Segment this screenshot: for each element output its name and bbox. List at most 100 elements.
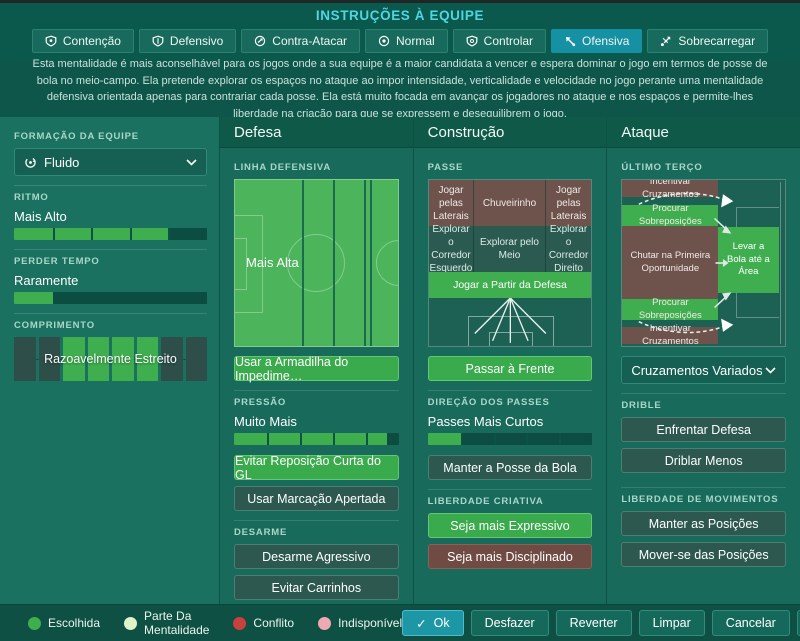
retain-possession-button[interactable]: Manter a Posse da Bola	[427, 455, 593, 480]
avoid-tackles-button[interactable]: Evitar Carrinhos	[234, 575, 399, 600]
ok-label: Ok	[433, 616, 450, 630]
be-disciplined-button[interactable]: Seja mais Disciplinado	[427, 544, 593, 569]
part-of-mentality-dot-icon	[124, 616, 138, 630]
defense-body: LINHA DEFENSIVA Mais Alta Usar a Armadil…	[220, 148, 413, 604]
tempo-slider[interactable]	[14, 228, 207, 240]
legend-item-chosen: Escolhida	[28, 616, 100, 630]
passing-direction-value: Passes Mais Curtos	[427, 414, 544, 429]
crossing-dropdown[interactable]: Cruzamentos Variados	[621, 356, 787, 384]
clear-button[interactable]: Limpar	[638, 610, 705, 636]
dribbling-label: DRIBLE	[621, 400, 662, 411]
undo-button[interactable]: Desfazer	[470, 610, 549, 636]
zone-divider	[363, 180, 366, 346]
move-into-channels-button[interactable]: Mover-se das Posições	[621, 542, 787, 567]
attack-header: Ataque	[607, 117, 800, 148]
zone-work-ball-into-box[interactable]: Levar a Bola até a Área	[718, 227, 779, 293]
attack-column: Ataque ÚLTIMO TERÇO Incentivar Cruzament…	[607, 117, 800, 604]
revert-button[interactable]: Reverter	[555, 610, 632, 636]
dribble-less-button[interactable]: Driblar Menos	[621, 448, 787, 473]
tab-contencao[interactable]: Contenção	[31, 29, 134, 53]
defensive-line-label: LINHA DEFENSIVA	[234, 162, 331, 173]
zone-look-for-overlap-bottom[interactable]: Procurar Sobreposições	[622, 297, 719, 321]
divider	[14, 249, 207, 250]
tab-ofensiva[interactable]: Ofensiva	[551, 29, 643, 53]
buildup-body: PASSE Jogar pelas Laterais Chuveirinho J…	[414, 148, 607, 604]
tab-label: Contra-Atacar	[272, 34, 347, 48]
passing-label: PASSE	[427, 162, 464, 173]
pressing-label: PRESSÃO	[234, 397, 287, 408]
mentality-description-band: Esta mentalidade é mais aconselhável par…	[0, 58, 800, 120]
width-value: Razoavelmente Estreito	[44, 352, 177, 366]
tab-label: Normal	[396, 34, 435, 48]
tab-contra-atacar[interactable]: Contra-Atacar	[241, 29, 360, 53]
legend-item-part-of-mentality: Parte Da Mentalidade	[124, 609, 209, 637]
zone-play-out-of-defence[interactable]: Jogar a Partir da Defesa	[428, 272, 592, 298]
stick-to-positions-button[interactable]: Manter as Posições	[621, 511, 787, 536]
penalty-box-marking	[467, 316, 555, 346]
tab-controlar[interactable]: Controlar	[452, 29, 547, 53]
zone-right-channel[interactable]: Explorar o Corredor Direito	[545, 224, 592, 274]
pitch-width-visualization[interactable]: Razoavelmente Estreito	[14, 337, 207, 381]
divider	[234, 520, 399, 521]
final-third-pitch: Incentivar Cruzamentos Procurar Sobrepos…	[621, 179, 787, 347]
cancel-button[interactable]: Cancelar	[711, 610, 790, 636]
aggressive-tackling-button[interactable]: Desarme Agressivo	[234, 544, 399, 569]
conflict-dot-icon	[233, 616, 247, 630]
defensive-line-pitch[interactable]: Mais Alta	[234, 179, 399, 347]
six-yard-box-marking	[234, 238, 248, 290]
pressing-slider-fill	[234, 433, 388, 445]
zone-long-ball[interactable]: Chuveirinho	[474, 180, 546, 226]
legend-item-conflict: Conflito	[233, 616, 294, 630]
sidebar: FORMAÇÃO DA EQUIPE Fluido RITMO Mais Alt…	[0, 117, 219, 604]
passing-zones-middle-row: Explorar o Corredor Esquerdo Explorar pe…	[428, 224, 592, 274]
time-wasting-label: PERDER TEMPO	[14, 256, 100, 267]
legend-label: Parte Da Mentalidade	[144, 609, 210, 637]
creative-freedom-label: LIBERDADE CRIATIVA	[427, 496, 544, 507]
tempo-value: Mais Alto	[14, 209, 67, 224]
zone-encourage-crosses-bottom[interactable]: Incentivar Cruzamentos	[622, 323, 719, 346]
six-yard-box-marking	[488, 332, 534, 346]
pressing-slider[interactable]	[234, 433, 399, 445]
legend-label: Escolhida	[48, 616, 101, 630]
footer-buttons: ✓ Ok Desfazer Reverter Limpar Cancelar P…	[402, 610, 800, 636]
shield-icon	[152, 35, 164, 47]
zone-encourage-crosses-top[interactable]: Incentivar Cruzamentos	[622, 180, 719, 200]
attack-body: ÚLTIMO TERÇO Incentivar Cruzamentos Proc…	[607, 148, 800, 604]
be-expressive-button[interactable]: Seja mais Expressivo	[427, 513, 593, 538]
goal-line-marking	[780, 182, 782, 344]
tab-normal[interactable]: Normal	[365, 29, 448, 53]
keeper-distribution-button[interactable]: Evitar Reposição Curta do GL	[234, 454, 399, 482]
movement-freedom-label: LIBERDADE DE MOVIMENTOS	[621, 494, 779, 505]
main-content: FORMAÇÃO DA EQUIPE Fluido RITMO Mais Alt…	[0, 117, 800, 604]
tab-label: Controlar	[483, 34, 534, 48]
mentality-tabs: Contenção Defensivo Contra-Atacar Normal…	[0, 29, 800, 53]
zone-flanks-right[interactable]: Jogar pelas Laterais	[545, 180, 592, 226]
pass-forward-button[interactable]: Passar à Frente	[427, 356, 593, 381]
divider	[427, 390, 593, 391]
tab-defensivo[interactable]: Defensivo	[138, 29, 237, 53]
offside-trap-button[interactable]: Usar a Armadilha do Impedime…	[234, 355, 399, 383]
center-circle-marking	[287, 234, 346, 292]
zone-left-channel[interactable]: Explorar o Corredor Esquerdo	[428, 224, 475, 274]
formation-value: Fluido	[44, 154, 80, 170]
zone-look-for-overlap-top[interactable]: Procurar Sobreposições	[622, 203, 719, 227]
passing-zones-top-row: Jogar pelas Laterais Chuveirinho Jogar p…	[428, 180, 592, 226]
legend-item-unavailable: Indisponível	[318, 616, 402, 630]
width-label: COMPRIMENTO	[14, 320, 95, 331]
time-wasting-slider[interactable]	[14, 292, 207, 304]
time-wasting-value: Raramente	[14, 273, 79, 288]
tab-label: Defensivo	[169, 34, 224, 48]
shield-counter-icon	[254, 35, 266, 47]
passing-direction-slider[interactable]	[427, 433, 593, 445]
ok-button[interactable]: ✓ Ok	[402, 610, 464, 636]
header: INSTRUÇÕES À EQUIPE Contenção Defensivo …	[0, 0, 800, 61]
zone-flanks-left[interactable]: Jogar pelas Laterais	[428, 180, 475, 226]
final-third-label: ÚLTIMO TERÇO	[621, 162, 703, 173]
zone-through-middle[interactable]: Explorar pelo Meio	[474, 226, 546, 272]
tight-marking-button[interactable]: Usar Marcação Apertada	[234, 486, 399, 511]
zone-shoot-on-sight[interactable]: Chutar na Primeira Oportunidade	[622, 226, 719, 299]
run-at-defence-button[interactable]: Enfrentar Defesa	[621, 417, 787, 442]
tab-sobrecarregar[interactable]: Sobrecarregar	[647, 29, 769, 53]
formation-dropdown[interactable]: Fluido	[14, 148, 207, 176]
